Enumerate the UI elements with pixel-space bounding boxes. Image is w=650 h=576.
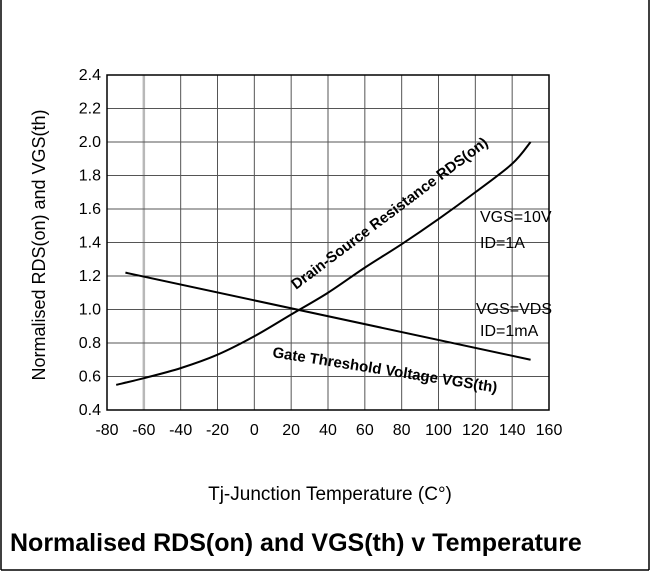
series-label-rds: Drain-Source Resistance RDS(on) [288,134,491,293]
x-tick-label: 0 [250,422,259,439]
y-tick-label: 0.6 [79,369,101,386]
annotation-vgs-vds: VGS=VDS [476,301,552,318]
chart-title: Normalised RDS(on) and VGS(th) v Tempera… [10,529,582,557]
y-tick-label: 2.2 [79,101,101,118]
x-tick-label: 80 [393,422,411,439]
y-tick-label: 1.0 [79,302,101,319]
y-axis-label: Normalised RDS(on) and VGS(th) [29,109,49,380]
x-tick-label: -20 [206,422,229,439]
x-tick-label: -80 [95,422,118,439]
annotation-vgs-10v: VGS=10V [480,209,552,226]
y-tick-label: 2.4 [79,67,101,84]
x-tick-label: 140 [499,422,526,439]
x-tick-label: -40 [169,422,192,439]
plot-area-frame [106,74,550,411]
x-tick-labels: -80 -60 -40 -20 0 20 40 60 80 100 120 140 160 [95,422,562,439]
x-tick-label: 40 [319,422,337,439]
grid [107,75,549,410]
annotation-id-1ma: ID=1mA [480,323,539,340]
x-tick-label: 160 [536,422,563,439]
series-line-rds-on [115,141,532,386]
y-tick-labels: 0.4 0.6 0.8 1.0 1.2 1.4 1.6 1.8 2.0 2.2 2.4 [79,67,101,419]
x-tick-label: 20 [282,422,300,439]
y-tick-label: 0.8 [79,335,101,352]
y-tick-label: 1.4 [79,235,101,252]
y-tick-label: 1.8 [79,168,101,185]
x-axis-label: Tj-Junction Temperature (C°) [208,484,452,505]
x-tick-label: -60 [132,422,155,439]
y-tick-label: 1.2 [79,268,101,285]
x-tick-label: 100 [425,422,452,439]
series-label-vgs: Gate Threshold Voltage VGS(th) [271,344,498,396]
series-lines [115,141,532,386]
series-line-vgs-th [125,271,531,361]
annotation-id-1a: ID=1A [480,235,525,252]
x-tick-label: 120 [462,422,489,439]
x-tick-label: 60 [356,422,374,439]
y-tick-label: 0.4 [79,402,101,419]
y-tick-label: 2.0 [79,134,101,151]
y-tick-label: 1.6 [79,201,101,218]
